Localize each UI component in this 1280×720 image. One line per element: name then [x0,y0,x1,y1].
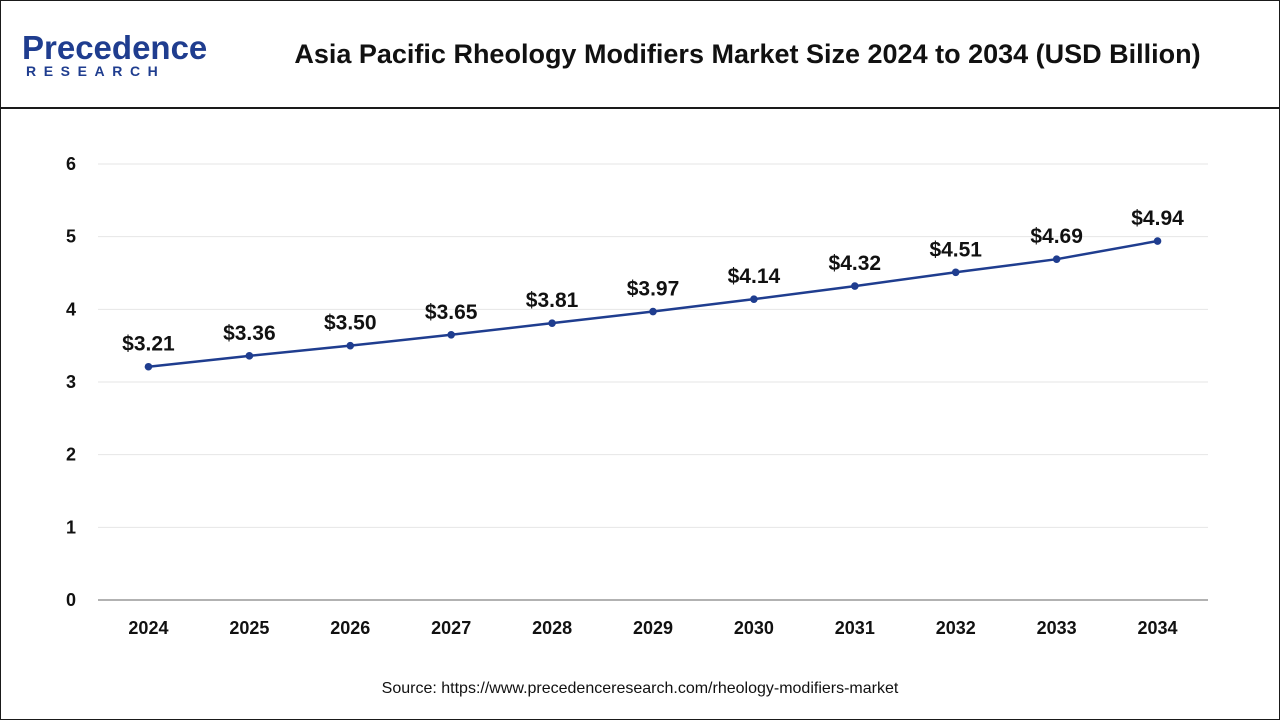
y-tick-label: 2 [66,445,76,465]
chart-header: Precedence RESEARCH Asia Pacific Rheolog… [0,0,1280,109]
x-tick-label: 2025 [229,618,269,638]
data-label: $3.36 [223,322,276,345]
data-point [750,295,758,303]
data-point [346,341,355,350]
line-chart: 0 1 2 3 4 5 6 2024 2025 2026 2027 2028 2029 2030 2031… [66,154,1208,638]
data-label: $4.69 [1030,225,1083,248]
data-point [951,268,960,277]
y-axis-ticks: 0 1 2 3 4 5 6 [66,154,76,610]
data-label: $4.32 [829,252,882,275]
data-point [1052,255,1061,263]
data-point [548,319,556,327]
data-label: $3.81 [526,289,579,312]
x-tick-label: 2032 [936,618,976,638]
y-tick-label: 3 [66,372,76,392]
y-tick-label: 6 [66,154,76,174]
data-label: $3.50 [324,312,377,335]
x-tick-label: 2029 [633,618,673,638]
data-point [851,282,859,290]
grid-lines [98,163,1208,528]
x-tick-label: 2026 [330,618,370,638]
data-label: $3.65 [425,301,478,324]
x-tick-label: 2030 [734,618,774,638]
data-point [649,307,657,316]
data-label: $4.51 [929,238,982,261]
data-point [144,362,153,371]
x-tick-label: 2027 [431,618,471,638]
data-labels: $3.21 $3.36 $3.50 $3.65 $3.81 $3.97 $4.14 $4.32… [122,207,1184,356]
y-tick-label: 5 [66,227,76,247]
data-label: $3.21 [122,333,175,356]
x-tick-label: 2034 [1138,618,1178,638]
x-tick-label: 2031 [835,618,875,638]
y-tick-label: 0 [66,590,76,610]
x-axis-ticks: 2024 2025 2026 2027 2028 2029 2030 2031 2032 2033… [128,618,1177,638]
data-point [447,330,455,339]
y-tick-label: 4 [66,299,76,319]
x-tick-label: 2028 [532,618,572,638]
chart-title: Asia Pacific Rheology Modifiers Market S… [294,39,1201,69]
series-market-size [144,237,1162,371]
series-line [148,239,1158,368]
data-label: $4.94 [1131,207,1184,230]
data-point [1153,237,1162,245]
logo-subtitle: RESEARCH [26,63,166,79]
x-tick-label: 2033 [1037,618,1077,638]
y-tick-label: 1 [66,517,76,537]
logo-wordmark: Precedence [22,29,208,66]
data-point [245,352,254,360]
precedence-research-logo: Precedence RESEARCH [22,30,212,80]
data-label: $4.14 [728,265,781,288]
data-label: $3.97 [627,278,680,301]
source-note: Source: https://www.precedenceresearch.c… [381,680,899,697]
x-tick-label: 2024 [128,618,168,638]
